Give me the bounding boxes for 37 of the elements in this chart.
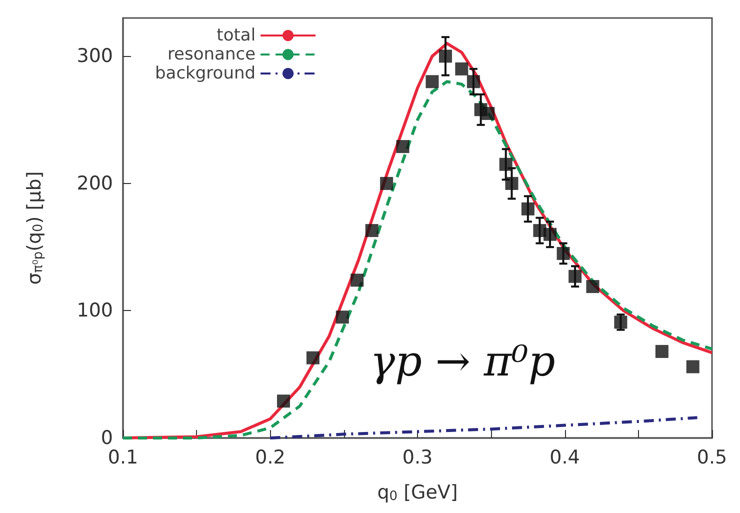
x-tick-label: 0.2: [255, 446, 286, 468]
y-tick-label: 200: [76, 172, 113, 194]
point: [365, 224, 378, 238]
x-tick-label: 0.5: [696, 446, 728, 468]
line-series: [268, 416, 699, 440]
point: [380, 176, 394, 190]
point: [586, 280, 600, 294]
point: [350, 274, 364, 287]
y-tick-label: 300: [76, 45, 113, 68]
point: [466, 75, 480, 88]
point: [505, 176, 518, 190]
x-tick-label: 0.3: [402, 446, 433, 468]
x-axis-title: q0 [GeV]: [377, 482, 458, 504]
point: [544, 228, 557, 241]
y-tick-label: 100: [76, 300, 113, 322]
legend-label: total: [216, 26, 256, 46]
point: [686, 360, 700, 374]
point: [277, 394, 290, 408]
point: [655, 344, 668, 358]
legend-label: background: [154, 64, 256, 84]
point: [306, 351, 320, 364]
point: [482, 106, 495, 120]
point: [499, 158, 512, 171]
point: [426, 75, 439, 88]
x-tick-label: 0.1: [108, 446, 138, 468]
point: [568, 270, 582, 283]
point: [521, 202, 534, 216]
point: [336, 310, 349, 324]
y-tick-label: 0: [100, 427, 113, 449]
point: [455, 62, 468, 76]
point: [556, 246, 570, 260]
point: [396, 140, 410, 154]
point: [438, 50, 452, 63]
annotation: γp → π⁰p: [370, 336, 556, 386]
x-tick-label: 0.4: [550, 446, 580, 468]
legend-label: resonance: [167, 44, 256, 64]
y-axis-title: σπ⁰p(q0) [μb]: [24, 171, 46, 285]
